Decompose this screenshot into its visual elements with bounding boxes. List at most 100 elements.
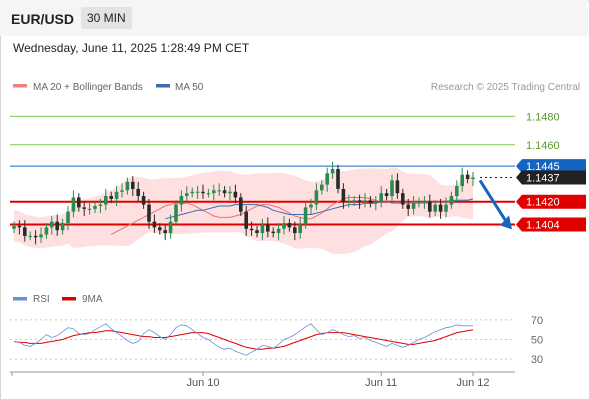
- bb-legend-label: MA 20 + Bollinger Bands: [33, 82, 143, 93]
- level-tag-1.1445: 1.1445: [526, 161, 560, 173]
- ma9-legend-label: 9MA: [82, 294, 103, 305]
- candle-body: [239, 197, 243, 212]
- candle-body: [190, 191, 194, 194]
- bollinger-band: [14, 167, 473, 254]
- candle-body: [363, 200, 367, 202]
- rsi-9ma-line: [13, 329, 474, 350]
- candle-body: [276, 228, 281, 234]
- candle-body: [77, 197, 81, 208]
- candle-body: [174, 204, 178, 222]
- candle-body: [395, 180, 400, 194]
- candle-body: [384, 193, 389, 197]
- candle-body: [374, 201, 378, 204]
- level-tag-bg: [516, 159, 586, 174]
- candle-body: [212, 190, 216, 194]
- level-tag-1.1404: 1.1404: [526, 220, 560, 232]
- candle-body: [60, 223, 65, 231]
- candle-body: [255, 230, 259, 234]
- projection-arrow-shaft: [478, 179, 508, 223]
- level-label-1.1460: 1.1460: [526, 140, 560, 152]
- candle-body: [206, 193, 211, 195]
- candle-body: [201, 191, 205, 194]
- candle-body: [330, 169, 335, 174]
- candle-body: [136, 188, 140, 197]
- candle-body: [293, 227, 297, 234]
- candle-body: [50, 221, 54, 228]
- candle-body: [336, 169, 340, 189]
- candle-body: [55, 221, 59, 231]
- candle-body: [23, 227, 27, 236]
- candle-body: [120, 190, 124, 192]
- candle-body: [141, 196, 146, 205]
- candle-body: [185, 193, 189, 197]
- credit-text: Research © 2025 Trading Central: [431, 82, 580, 93]
- x-tick-label: Jun 12: [456, 377, 489, 389]
- candle-body: [222, 190, 227, 194]
- ma50-legend-swatch: [156, 84, 170, 88]
- candle-body: [98, 204, 103, 206]
- candle-body: [44, 227, 49, 235]
- bb-legend-swatch: [13, 84, 27, 88]
- level-tag-1.1437: 1.1437: [526, 173, 560, 185]
- candle-body: [347, 201, 351, 203]
- candle-body: [125, 181, 130, 191]
- rsi-legend: RSI 9MA: [13, 294, 103, 305]
- candle-body: [163, 230, 167, 234]
- chart-datetime: Wednesday, June 11, 2025 1:28:49 PM CET: [13, 41, 250, 55]
- ma50-line: [165, 198, 474, 220]
- candle-body: [411, 203, 416, 209]
- level-label-1.1480: 1.1480: [526, 111, 560, 123]
- rsi-tick-label: 70: [531, 315, 543, 327]
- candle-body: [233, 191, 238, 198]
- candle-body: [109, 196, 113, 199]
- candle-body: [33, 235, 38, 238]
- candle-body: [17, 225, 22, 228]
- rsi-legend-label: RSI: [33, 294, 50, 305]
- candle-body: [195, 191, 200, 193]
- candle-body: [325, 173, 329, 185]
- candle-body: [260, 224, 265, 234]
- candle-body: [309, 204, 313, 208]
- timeframe-badge[interactable]: 30 MIN: [81, 7, 132, 29]
- rsi-tick-label: 30: [531, 354, 543, 366]
- candle-body: [379, 193, 383, 202]
- candle-body: [82, 207, 86, 209]
- legend: MA 20 + Bollinger Bands MA 50 Research ©…: [13, 82, 580, 93]
- candle-body: [66, 211, 70, 224]
- candle-body: [93, 206, 97, 209]
- projection-arrow-head: [500, 215, 512, 230]
- candle-body: [422, 201, 427, 203]
- candle-body: [433, 204, 437, 212]
- symbol-title: EUR/USD: [11, 11, 75, 27]
- candle-body: [465, 174, 470, 179]
- rsi-line: [13, 323, 473, 356]
- candle-body: [455, 186, 459, 197]
- candle-body: [152, 221, 157, 228]
- candle-body: [228, 191, 232, 194]
- level-tag-bg: [516, 170, 586, 185]
- candle-body: [449, 196, 454, 205]
- candle-body: [266, 224, 270, 232]
- candle-body: [104, 196, 108, 205]
- candle-body: [303, 207, 308, 225]
- candle-body: [438, 204, 443, 212]
- candle-body: [114, 191, 119, 199]
- candle-body: [147, 204, 151, 222]
- candle-body: [298, 224, 302, 234]
- ma9-legend-swatch: [62, 297, 76, 301]
- candle-body: [217, 190, 221, 192]
- candle-body: [352, 200, 356, 202]
- candle-body: [271, 231, 275, 234]
- candle-body: [406, 204, 410, 209]
- ma50-legend-label: MA 50: [175, 82, 204, 93]
- candle-body: [368, 200, 373, 204]
- candle-body: [401, 193, 405, 205]
- candle-body: [390, 180, 394, 197]
- candle-body: [179, 196, 184, 205]
- candle-body: [28, 235, 32, 237]
- level-tag-bg: [516, 217, 586, 232]
- candle-body: [168, 221, 173, 234]
- level-tag-1.1420: 1.1420: [526, 197, 560, 209]
- candle-body: [320, 184, 324, 191]
